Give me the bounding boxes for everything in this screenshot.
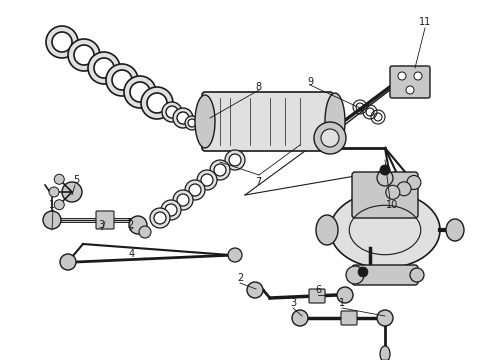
Circle shape [185,116,199,130]
Circle shape [112,70,132,90]
Circle shape [346,266,364,284]
FancyBboxPatch shape [352,265,418,285]
Circle shape [43,211,61,229]
Circle shape [397,182,411,196]
Circle shape [410,268,424,282]
FancyBboxPatch shape [390,66,430,98]
Circle shape [197,170,217,190]
Text: 11: 11 [419,17,431,27]
Text: 3: 3 [98,220,104,230]
Circle shape [314,122,346,154]
Circle shape [292,310,308,326]
Text: 2: 2 [237,273,243,283]
Circle shape [228,248,242,262]
Circle shape [141,87,173,119]
Circle shape [210,160,230,180]
Circle shape [54,174,64,184]
Text: 4: 4 [129,249,135,259]
Circle shape [165,204,177,216]
Circle shape [173,108,193,128]
Circle shape [62,182,82,202]
Circle shape [130,82,150,102]
FancyBboxPatch shape [96,211,114,229]
Text: 1: 1 [339,298,345,308]
Text: 8: 8 [255,82,261,92]
Text: 7: 7 [255,177,261,187]
Circle shape [46,26,78,58]
Circle shape [377,310,393,326]
Ellipse shape [325,93,345,150]
FancyBboxPatch shape [202,92,333,151]
Circle shape [129,216,147,234]
Circle shape [94,58,114,78]
Circle shape [386,185,400,199]
Circle shape [201,174,213,186]
Ellipse shape [330,192,440,268]
Circle shape [214,164,226,176]
Circle shape [177,194,189,206]
Circle shape [185,180,205,200]
Circle shape [88,52,120,84]
Circle shape [139,226,151,238]
Circle shape [162,102,182,122]
Text: 5: 5 [73,175,79,185]
Text: 9: 9 [307,77,313,87]
Circle shape [52,32,72,52]
Circle shape [74,45,94,65]
Circle shape [406,86,414,94]
Ellipse shape [446,219,464,241]
Text: 1: 1 [49,200,55,210]
FancyBboxPatch shape [341,311,357,325]
Circle shape [337,287,353,303]
Circle shape [358,267,368,277]
Text: 6: 6 [315,285,321,295]
Ellipse shape [195,95,215,148]
Text: 10: 10 [387,200,399,210]
Circle shape [106,64,138,96]
Circle shape [166,106,178,118]
Circle shape [147,93,167,113]
Circle shape [377,170,393,186]
Circle shape [407,175,421,189]
Ellipse shape [380,346,390,360]
Circle shape [188,119,196,127]
Text: 3: 3 [290,298,296,308]
Circle shape [177,112,189,124]
Circle shape [124,76,156,108]
Circle shape [189,184,201,196]
Circle shape [247,282,263,298]
Ellipse shape [316,215,338,245]
FancyBboxPatch shape [352,172,418,218]
Circle shape [154,212,166,224]
Circle shape [321,129,339,147]
Circle shape [380,165,390,175]
FancyBboxPatch shape [309,289,325,303]
Text: 2: 2 [127,220,133,230]
Text: 10: 10 [386,200,398,210]
Circle shape [398,72,406,80]
Circle shape [60,254,76,270]
Circle shape [49,187,59,197]
Circle shape [161,200,181,220]
Circle shape [229,154,241,166]
Circle shape [225,150,245,170]
Circle shape [414,72,422,80]
Circle shape [54,200,64,210]
Circle shape [150,208,170,228]
Circle shape [68,39,100,71]
Circle shape [173,190,193,210]
